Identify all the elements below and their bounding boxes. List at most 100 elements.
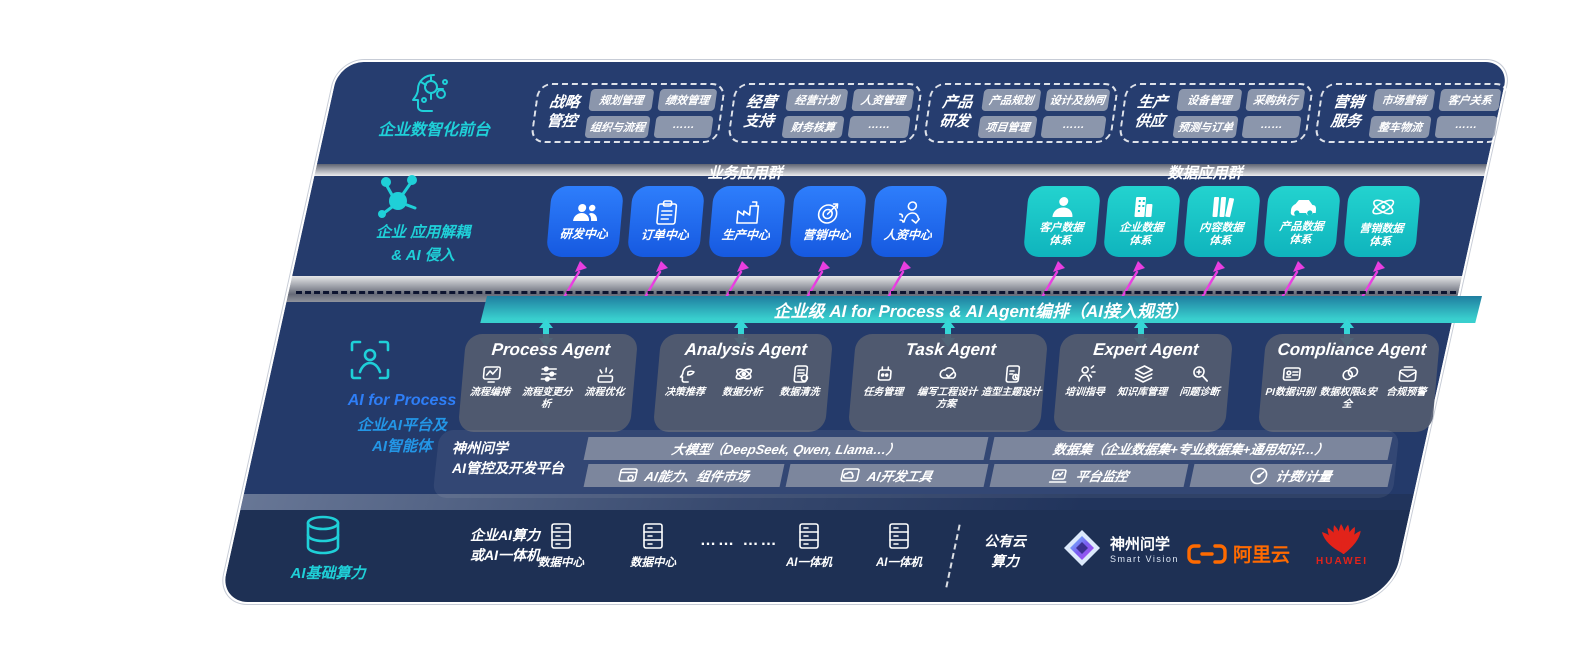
agent-title: Expert Agent	[1092, 340, 1200, 359]
dataset-bar-text: 数据集（企业数据集+专业数据集+通用知识…）	[1051, 442, 1330, 457]
tile-production-center: 生产中心	[707, 186, 787, 257]
ai-layer-label: AI for Process 企业AI平台及 AI智能体	[312, 392, 492, 456]
data-group-title: 数据应用群	[1167, 165, 1243, 182]
agent-item-label: 决策推荐	[664, 387, 706, 398]
enterprise-compute-label: 企业AI算力 或AI一体机	[435, 526, 575, 565]
app-layer-label: 企业 应用解耦 & AI 侵入	[318, 222, 528, 267]
tile-hr-center: 人资中心	[869, 186, 949, 257]
aliyun-name: 阿里云	[1233, 545, 1291, 566]
agent-item-label: 数据权限&安全	[1319, 387, 1378, 410]
datacenter-label: 数据中心	[630, 557, 676, 569]
model-bar-text: 大模型（DeepSeek, Qwen, Llama…）	[670, 442, 902, 457]
platform-label: 神州问学 AI管控及开发平台	[452, 438, 564, 479]
agent-item-label: 数据分析	[721, 387, 763, 398]
front-chip: 市场营销	[1372, 88, 1436, 111]
books-icon	[1212, 197, 1235, 218]
agent-item-label: 知识库管理	[1116, 387, 1168, 398]
huawei-name: HUAWEI	[1316, 556, 1368, 567]
infra-layer-label: AI基础算力	[290, 565, 366, 582]
billing-cell: 计费/计量	[1189, 464, 1393, 487]
tile-marketing-data: 营销数据 体系	[1342, 186, 1422, 257]
dataset-bar: 数据集（企业数据集+专业数据集+通用知识…）	[989, 437, 1393, 460]
front-chip: ……	[1434, 115, 1498, 138]
tile-label: 生产中心	[721, 228, 771, 243]
front-chip: 整车物流	[1368, 115, 1432, 138]
tile-label: 营销中心	[802, 228, 852, 243]
front-chip: 组织与流程	[584, 115, 651, 138]
cloud-design-icon	[939, 367, 957, 379]
agent-task: Task Agent 任务管理 编写工程设计方案 造型主题设计	[847, 334, 1049, 432]
front-chip: 采购执行	[1245, 88, 1306, 111]
ai-orchestration-banner: 企业级 AI for Process & AI Agent编排（AI接入规范）	[480, 296, 1482, 323]
optimize-spark-icon	[597, 367, 614, 383]
tile-label: 营销数据 体系	[1358, 223, 1404, 248]
platform-label-line2: AI管控及开发平台	[452, 460, 564, 477]
datacenter-label: 数据中心	[538, 557, 584, 569]
front-chip: 财务核算	[781, 115, 845, 138]
tile-label: 人资中心	[883, 228, 933, 243]
front-chip: 绩效管理	[657, 88, 718, 111]
front-chip: ……	[653, 115, 714, 138]
alert-mail-icon	[1398, 366, 1417, 382]
ai-layer-sub1: 企业AI平台及	[356, 417, 447, 434]
capability-cell-text: AI能力、组件市场	[643, 469, 751, 484]
tile-content-data: 内容数据 体系	[1182, 186, 1262, 257]
agent-compliance: Compliance Agent PI数据识别 数据权限&安全 合规预警	[1257, 334, 1441, 432]
front-group-strategy: 战略管控 规划管理 绩效管理 组织与流程 ……	[529, 83, 727, 143]
gauge-icon	[1250, 467, 1268, 484]
cloud-line1: 公有云	[984, 533, 1026, 549]
server-rack-icon	[643, 523, 663, 549]
front-group-name: 经营支持	[742, 94, 778, 130]
front-group-name: 产品研发	[938, 94, 974, 130]
datacenter-node: 数据中心	[538, 522, 584, 570]
front-chip: ……	[1040, 115, 1107, 138]
app-layer-label-line1: 企业 应用解耦	[375, 224, 471, 241]
ai-appliance-node: AI一体机	[876, 522, 922, 570]
laptop-chart-icon	[1048, 468, 1067, 483]
front-chip: 经营计划	[785, 88, 849, 111]
factory-icon	[736, 201, 760, 224]
front-group-product: 产品研发 产品规划 设计及协同 项目管理 ……	[922, 83, 1120, 143]
front-group-supply: 生产供应 设备管理 采购执行 预测与订单 ……	[1117, 83, 1315, 143]
platform-label-line1: 神州问学	[452, 440, 508, 456]
building-icon	[1134, 197, 1153, 218]
atom-icon	[1372, 199, 1395, 215]
app-layer-label-line2: & AI 侵入	[391, 246, 455, 264]
ai-appliance-label: AI一体机	[786, 557, 832, 569]
database-icon	[306, 515, 340, 555]
front-chip: 预测与订单	[1172, 115, 1239, 138]
person-focus-icon	[350, 340, 390, 380]
smartvision-logo-icon	[1064, 530, 1100, 566]
partner-aliyun: 阿里云	[1186, 540, 1290, 567]
smartvision-sub: Smart Vision	[1110, 553, 1179, 564]
front-chip: ……	[847, 115, 911, 138]
tile-label: 内容数据 体系	[1198, 222, 1244, 247]
agent-title: Analysis Agent	[684, 340, 808, 359]
server-rack-icon	[889, 523, 909, 549]
front-chip: ……	[1241, 115, 1302, 138]
agent-item-label: 合规预警	[1385, 387, 1427, 398]
front-group-name: 生产供应	[1133, 94, 1169, 130]
infra-ellipsis: …… ……	[700, 532, 779, 549]
front-chip: 设备管理	[1176, 88, 1243, 111]
banner-text: 企业级 AI for Process & AI Agent编排（AI接入规范）	[773, 302, 1189, 321]
tile-customer-data: 客户数据 体系	[1022, 186, 1102, 257]
server-rack-icon	[551, 523, 571, 549]
front-layer-label: 企业数智化前台	[377, 122, 490, 139]
partner-huawei: HUAWEI	[1316, 518, 1368, 567]
window-gear-icon	[618, 467, 638, 482]
permission-link-icon	[1342, 366, 1359, 381]
agent-item-label: 流程编排	[469, 387, 511, 398]
agent-process: Process Agent 流程编排 流程变更分析 流程优化	[457, 334, 639, 432]
tile-label: 产品数据 体系	[1278, 221, 1325, 246]
tile-enterprise-data: 企业数据 体系	[1102, 186, 1182, 257]
target-icon	[817, 203, 839, 224]
front-chip: 客户关系	[1438, 88, 1502, 111]
agent-item-label: 编写工程设计方案	[916, 387, 978, 410]
tile-marketing-center: 营销中心	[788, 186, 868, 257]
knowledge-layers-icon	[1134, 365, 1153, 383]
agent-analysis: Analysis Agent 决策推荐 数据分析 数据清洗	[652, 334, 834, 432]
front-group-name: 营销服务	[1329, 94, 1365, 130]
agent-item-label: 流程优化	[584, 387, 625, 398]
